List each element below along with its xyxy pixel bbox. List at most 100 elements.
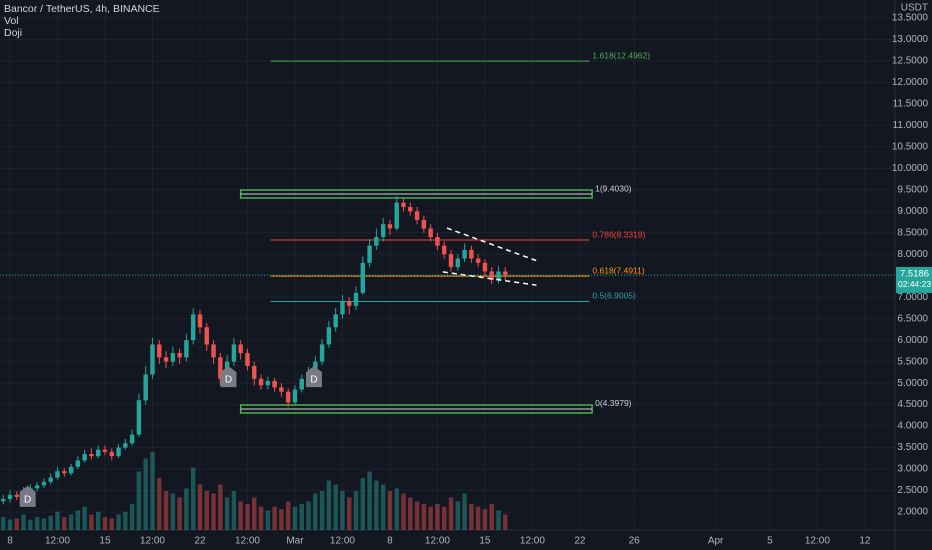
- volume-bar: [1, 517, 6, 530]
- volume-bar: [442, 506, 447, 530]
- x-tick-label: 12:00: [140, 536, 165, 547]
- candle-body: [475, 258, 481, 263]
- volume-bar: [421, 504, 427, 530]
- volume-bar: [184, 488, 189, 530]
- fib-label: 0.786(8.3319): [592, 229, 645, 239]
- volume-bar: [347, 497, 352, 530]
- doji-label: D: [310, 375, 317, 386]
- last-price-label: 7.5186: [900, 268, 929, 279]
- volume-bar: [136, 471, 142, 530]
- fib-retracement: 1.618(12.4962) 1(9.4030) 0.786(8.3319) 0.61…: [239, 50, 650, 414]
- candle-body: [394, 202, 399, 229]
- volume-bar: [197, 484, 203, 530]
- x-tick-label: 15: [99, 536, 111, 547]
- candle-body: [41, 481, 47, 486]
- volume-bar: [299, 504, 304, 530]
- indicator-label: Vol: [4, 15, 19, 27]
- candle-body: [245, 353, 250, 366]
- volume-bar: [258, 506, 264, 530]
- volume-bar: [75, 510, 81, 530]
- candle-body: [313, 361, 318, 373]
- x-tick-label: Apr: [708, 536, 724, 547]
- volume-bar: [408, 497, 413, 530]
- trendline: [442, 271, 537, 286]
- candle-body: [340, 301, 345, 315]
- y-tick-label: 9.5000: [897, 184, 928, 195]
- candle-body: [380, 224, 386, 238]
- y-tick-label: 4.0000: [897, 421, 928, 432]
- candle-body: [1, 499, 6, 502]
- volume-bar: [68, 514, 74, 530]
- candle-body: [333, 314, 338, 328]
- volume-bar: [109, 518, 114, 530]
- x-tick-label: 12:00: [235, 536, 260, 547]
- x-tick-label: 12:00: [805, 536, 830, 547]
- volume-bar: [7, 519, 13, 530]
- volume-bar: [394, 488, 399, 530]
- candle-body: [129, 434, 135, 444]
- volume-bar: [238, 501, 243, 530]
- candle-body: [299, 378, 304, 390]
- currency-label: USDT: [901, 3, 928, 14]
- volume-bar: [326, 480, 332, 530]
- symbol-title: Bancor / TetherUS, 4h, BINANCE: [4, 3, 160, 15]
- candle-body: [408, 207, 413, 212]
- y-tick-label: 4.5000: [897, 399, 928, 410]
- volume-bar: [163, 491, 169, 530]
- countdown-label: 02:44:23: [898, 279, 931, 289]
- x-tick-label: 5: [767, 536, 773, 547]
- candle-body: [75, 460, 81, 467]
- x-tick-label: 12:00: [330, 536, 355, 547]
- y-tick-label: 5.5000: [897, 356, 928, 367]
- volume-bar: [462, 493, 467, 530]
- volume-bar: [435, 504, 440, 530]
- x-tick-label: 26: [629, 536, 641, 547]
- candle-body: [435, 237, 440, 246]
- candle-body: [102, 449, 108, 452]
- volume-bar: [279, 509, 284, 530]
- volume-bar: [95, 511, 101, 530]
- volume-bar: [374, 480, 379, 530]
- y-tick-label: 12.5000: [892, 56, 929, 67]
- y-tick-label: 2.0000: [897, 507, 928, 518]
- candle-body: [157, 344, 162, 358]
- y-tick-label: 11.5000: [893, 99, 929, 110]
- volume-bar: [428, 506, 433, 530]
- volume-bar: [116, 514, 121, 530]
- volume-bar: [129, 504, 135, 530]
- candle-body: [482, 262, 488, 272]
- candle-body: [374, 237, 379, 246]
- candle-body: [421, 219, 427, 229]
- candle-body: [197, 314, 203, 328]
- volume-bar: [218, 484, 223, 530]
- y-tick-label: 8.0000: [897, 249, 928, 260]
- candle-body: [204, 327, 209, 345]
- volume-bar: [387, 491, 393, 530]
- doji-marker: [19, 485, 36, 507]
- volume-bar: [245, 504, 250, 530]
- y-tick-label: 3.5000: [897, 442, 928, 453]
- volume-bar: [489, 504, 494, 530]
- volume-bar: [177, 497, 182, 530]
- candle-body: [279, 387, 284, 392]
- candle-body: [258, 378, 264, 386]
- candle-body: [62, 471, 67, 474]
- volume-bar: [252, 497, 257, 530]
- volume-bar: [306, 501, 311, 530]
- y-tick-label: 13.0000: [892, 34, 929, 45]
- x-tick-label: 12:00: [425, 536, 450, 547]
- volume-bar: [285, 501, 291, 530]
- volume-bar: [143, 458, 148, 530]
- candle-body: [503, 271, 508, 275]
- candle-body: [34, 485, 40, 489]
- y-tick-label: 6.5000: [897, 313, 928, 324]
- x-tick-label: 8: [387, 536, 393, 547]
- y-tick-label: 9.0000: [897, 206, 928, 217]
- y-tick-label: 7.0000: [897, 292, 928, 303]
- y-tick-label: 5.0000: [897, 378, 928, 389]
- candle-body: [89, 453, 94, 457]
- x-tick-label: Mar: [286, 536, 304, 547]
- volume-bar: [224, 497, 230, 530]
